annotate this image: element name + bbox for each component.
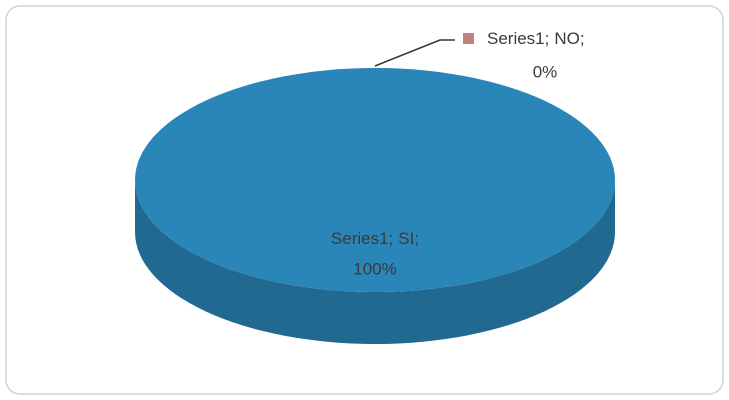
separator: ; bbox=[545, 29, 550, 48]
data-label-value: 0% bbox=[533, 62, 558, 81]
series-name: Series1 bbox=[487, 29, 545, 48]
category: NO bbox=[554, 29, 580, 48]
legend-key bbox=[463, 33, 474, 44]
separator: ; bbox=[414, 229, 419, 248]
data-label: Series1; SI; bbox=[331, 229, 419, 248]
pie bbox=[135, 68, 615, 344]
series-name: Series1 bbox=[331, 229, 389, 248]
separator: ; bbox=[389, 229, 394, 248]
pie-slice bbox=[135, 68, 615, 292]
category: SI bbox=[398, 229, 414, 248]
data-label: Series1; NO; bbox=[487, 29, 585, 48]
pie-side bbox=[135, 180, 615, 344]
data-label-value: 100% bbox=[353, 259, 396, 278]
separator: ; bbox=[580, 29, 585, 48]
leader-line bbox=[374, 39, 455, 67]
